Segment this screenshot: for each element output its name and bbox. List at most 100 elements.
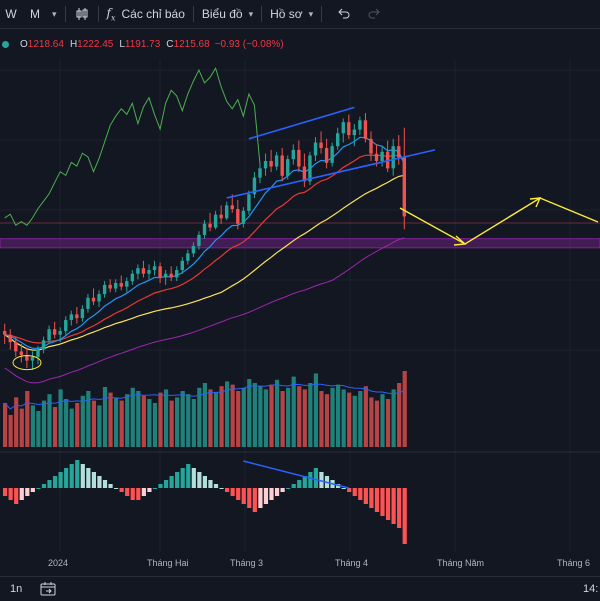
volume-bar	[19, 408, 24, 447]
time-label: Tháng Năm	[437, 558, 485, 568]
volume-bar	[219, 386, 224, 447]
lagging-span-line	[4, 66, 261, 227]
histogram-bar	[30, 488, 35, 492]
volume-bar	[180, 391, 185, 447]
volume-bar	[230, 384, 235, 447]
histogram-bar	[302, 476, 307, 488]
volume-bar	[64, 399, 69, 447]
interval-dropdown[interactable]: ▾	[46, 0, 57, 28]
candle-body	[25, 355, 29, 361]
histogram-bar	[125, 488, 130, 496]
price-chart[interactable]	[0, 0, 600, 555]
candle-body	[291, 149, 295, 160]
candle-body	[80, 308, 85, 319]
candle-body	[69, 314, 73, 320]
interval-w-button[interactable]: W	[5, 7, 17, 21]
histogram-bar	[180, 468, 185, 488]
histogram-bar	[208, 480, 213, 488]
histogram-bar	[80, 464, 85, 488]
histogram-bar	[186, 464, 191, 488]
candle-body	[297, 149, 301, 167]
volume-bar	[336, 384, 341, 447]
profile-button[interactable]: Hồ sơ ▾	[270, 0, 313, 28]
histogram-bar	[202, 476, 207, 488]
histogram-bar	[41, 484, 47, 488]
candle-body	[19, 351, 24, 356]
volume-bar	[86, 391, 91, 447]
histogram-bar	[308, 472, 313, 488]
histogram-bar	[114, 488, 119, 489]
histogram-bar	[141, 488, 146, 496]
time-axis[interactable]: 2024 Tháng Hai Tháng 3 Tháng 4 Tháng Năm…	[0, 555, 600, 572]
mid-ema-line	[4, 154, 405, 344]
chart-type-button[interactable]: Biểu đồ ▾	[202, 0, 253, 28]
indicators-button[interactable]: fx Các chỉ báo	[107, 0, 185, 28]
histogram-bar	[241, 488, 246, 504]
candle-body	[374, 153, 379, 161]
calendar-range-icon	[40, 582, 56, 596]
volume-bar	[14, 397, 19, 447]
candle-body	[280, 155, 284, 176]
candle-body	[152, 266, 157, 271]
chevron-down-icon: ▾	[52, 8, 57, 19]
volume-bar	[369, 397, 374, 447]
volume-bar	[202, 383, 207, 447]
candle-body	[58, 331, 62, 335]
histogram-bar	[8, 488, 13, 500]
marker-ellipse	[12, 355, 42, 371]
candle-body	[225, 205, 229, 219]
volume-bar	[358, 391, 363, 447]
candle-body	[97, 294, 101, 302]
date-range-button[interactable]	[40, 582, 56, 599]
candle-body	[186, 253, 190, 261]
candle-body	[263, 160, 268, 169]
candles-type-button[interactable]	[74, 0, 90, 28]
candle-body	[147, 270, 151, 274]
volume-bar	[102, 387, 108, 447]
volume-bar	[47, 394, 52, 447]
slow-ma-line	[4, 174, 405, 351]
volume-bar	[75, 403, 80, 447]
candle-body	[119, 282, 123, 287]
volume-bar	[119, 400, 124, 447]
histogram-bar	[258, 488, 263, 508]
candle-body	[247, 194, 251, 211]
candle-body	[336, 133, 340, 147]
volume-bar	[125, 394, 130, 447]
interval-m-button[interactable]: M	[30, 7, 40, 21]
candle-body	[330, 146, 334, 163]
candle-body	[202, 223, 207, 235]
candle-body	[269, 160, 273, 167]
undo-icon	[338, 8, 350, 19]
candle-body	[391, 146, 395, 169]
histogram-bar	[402, 488, 407, 544]
histogram-bar	[19, 488, 24, 500]
undo-button[interactable]	[336, 0, 352, 28]
volume-bar	[280, 391, 285, 447]
histogram-bar	[75, 460, 80, 488]
candle-body	[286, 159, 290, 176]
candle-body	[241, 210, 246, 224]
volume-bar	[341, 389, 346, 447]
ohlc-close: 1215.68	[173, 38, 210, 50]
candle-body	[208, 223, 212, 228]
volume-bar	[324, 394, 330, 447]
ohlc-high: 1222.45	[77, 38, 114, 50]
ohlc-low-key: L	[119, 38, 125, 50]
candle-body	[64, 319, 68, 332]
candle-body	[363, 120, 368, 139]
candle-body	[102, 284, 107, 295]
symbol-status-dot	[2, 40, 9, 48]
candle-body	[319, 142, 323, 149]
chevron-down-icon: ▾	[248, 8, 254, 19]
candle-body	[75, 314, 79, 319]
histogram-bar	[130, 488, 135, 500]
histogram-bar	[230, 488, 235, 496]
candle-body	[14, 342, 18, 352]
candle-body	[274, 155, 279, 167]
redo-button[interactable]	[366, 0, 382, 28]
histogram-bar	[152, 488, 158, 489]
range-1n-button[interactable]: 1n	[10, 583, 23, 595]
long-ma-line	[4, 237, 405, 384]
volume-bar	[397, 383, 402, 447]
